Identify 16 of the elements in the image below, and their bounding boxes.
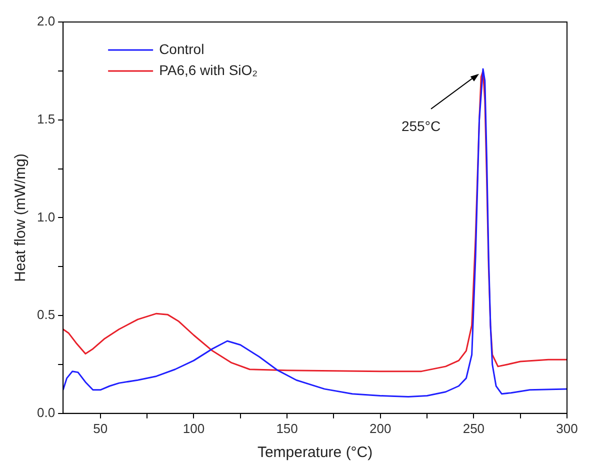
legend-label: PA6,6 with SiO₂ [159, 62, 258, 78]
x-axis-title: Temperature (°C) [257, 444, 373, 462]
y-tick-label: 0.0 [36, 404, 56, 420]
x-tick-label: 50 [93, 420, 108, 436]
legend-label: Control [159, 40, 204, 57]
y-axis-title: Heat flow (mW/mg) [12, 154, 30, 282]
y-tick-label: 0.5 [36, 307, 56, 322]
y-tick-label: 1.0 [36, 209, 56, 224]
y-tick-label: 1.5 [36, 111, 56, 126]
annotation: 255°C [401, 118, 441, 134]
y-tick-label: 2.0 [36, 14, 56, 29]
x-tick-label: 300 [556, 420, 578, 436]
x-tick-label: 200 [370, 420, 392, 436]
x-tick-label: 100 [182, 420, 205, 436]
x-tick-label: 250 [462, 420, 485, 436]
x-tick-label: 150 [276, 420, 298, 436]
